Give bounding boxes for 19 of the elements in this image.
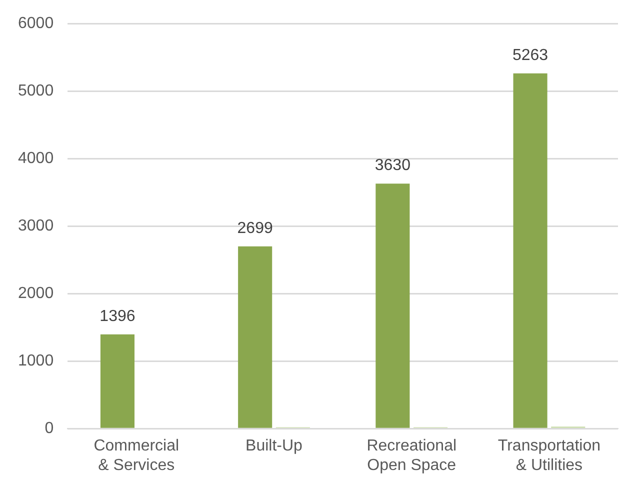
x-tick-label: Transportation & Utilities [498,438,600,474]
x-tick-label: Built-Up [246,438,303,455]
y-tick-label: 2000 [18,285,54,302]
x-tick-label: Recreational Open Space [366,438,457,474]
bar [513,73,548,428]
bar [100,334,135,428]
bar [376,184,410,428]
data-label: 3630 [374,156,411,174]
x-tick-label: Commercial & Services [94,438,180,474]
y-tick-label: 5000 [18,82,54,100]
y-tick-label: 4000 [18,150,54,168]
y-tick-label: 6000 [18,15,54,32]
data-label: 1396 [100,308,136,325]
y-tick-label: 3000 [18,218,54,235]
bar [238,246,272,428]
y-tick-label: 0 [44,420,54,438]
data-label: 2699 [237,220,273,237]
data-label: 5263 [512,46,548,64]
y-tick-label: 1000 [18,352,54,370]
